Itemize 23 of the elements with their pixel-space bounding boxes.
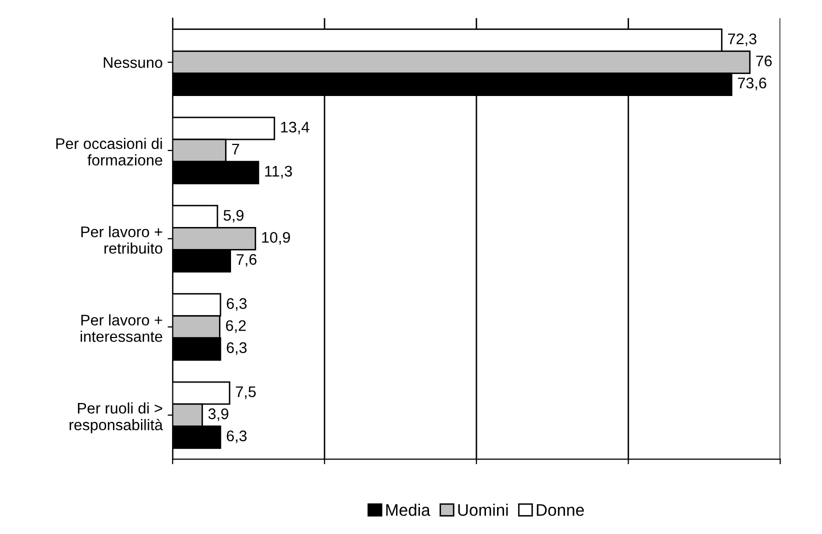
- data-label: 7,5: [236, 386, 256, 399]
- data-label: 7: [232, 144, 240, 154]
- data-label: 6,3: [226, 430, 247, 444]
- data-label: 72,3: [728, 33, 756, 46]
- data-label: 6,2: [226, 320, 246, 333]
- legend-label: Donne: [536, 504, 584, 516]
- data-label: 6,3: [226, 342, 247, 355]
- y-tick-label: Nessuno: [104, 57, 162, 68]
- legend-label: Media: [386, 504, 430, 516]
- data-label: 73,6: [738, 78, 766, 90]
- y-tick-label: Per lavoro + retribuito: [81, 226, 162, 254]
- data-label: 11,3: [265, 166, 292, 178]
- y-tick-label: Per ruoli di > responsabilità: [70, 402, 163, 434]
- y-tick-label: Per occasioni di formazione: [56, 138, 162, 166]
- data-label: 6,3: [226, 298, 247, 311]
- y-tick-label: Per lavoro + interessante: [80, 314, 162, 342]
- data-label: 7,6: [236, 254, 256, 267]
- data-label: 13,4: [281, 122, 310, 134]
- data-label: 76: [756, 56, 772, 66]
- data-label: 10,9: [262, 232, 290, 245]
- data-label: 5,9: [224, 210, 244, 223]
- data-label: 3,9: [208, 408, 228, 422]
- legend-label: Uomini: [458, 504, 508, 516]
